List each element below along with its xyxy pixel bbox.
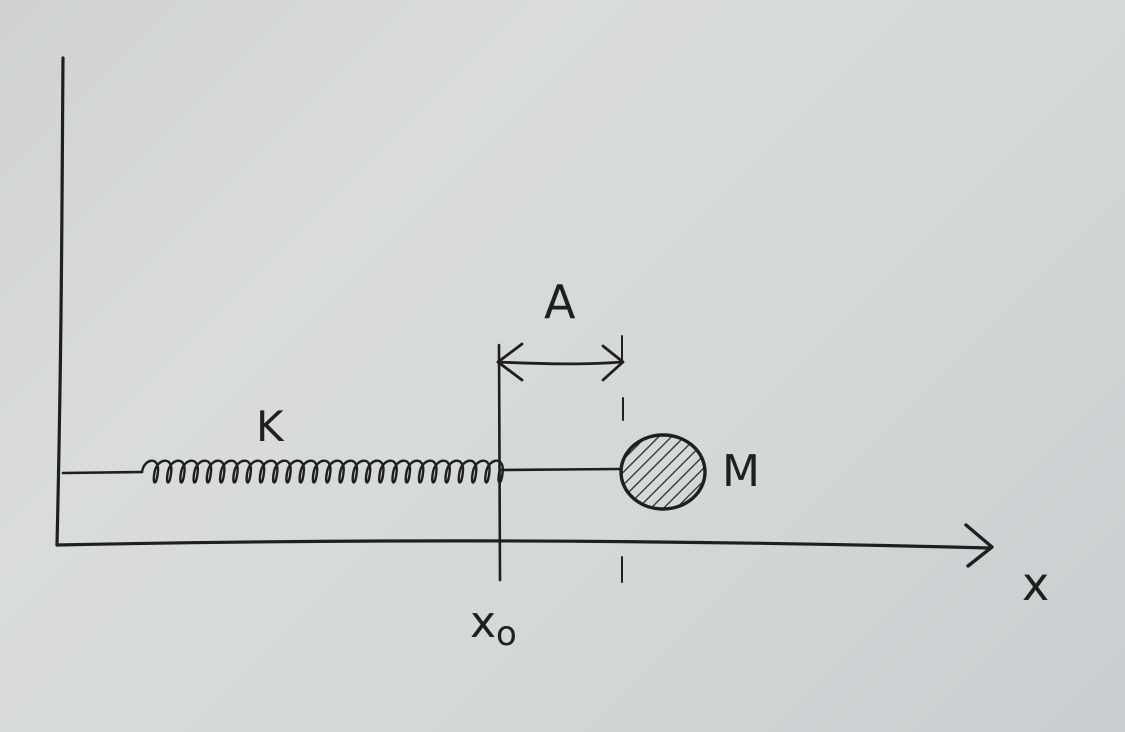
equilibrium-line: [497, 343, 502, 582]
amplitude-arrowhead-left: [496, 342, 524, 382]
x-axis-arrowhead: [964, 523, 994, 568]
equilibrium-label-subscript: o: [496, 614, 517, 654]
spring-coil-path: [140, 459, 504, 484]
x-axis-line: [55, 539, 992, 550]
amplitude-label: A: [544, 275, 576, 329]
spring-constant-label: K: [256, 402, 285, 451]
connecting-rod: [498, 467, 622, 472]
amplitude-arrow-shaft: [496, 360, 624, 366]
amplitude-arrowhead-right: [601, 344, 625, 382]
x-axis-label: x: [1022, 557, 1049, 611]
vertical-axis: [55, 56, 65, 547]
equilibrium-label-base: x: [470, 597, 496, 648]
mass-label: M: [722, 446, 760, 497]
spring-lead: [61, 470, 144, 475]
mass-ball: [619, 433, 707, 511]
spring-coil: [140, 459, 504, 484]
equilibrium-label: xo: [470, 597, 517, 654]
